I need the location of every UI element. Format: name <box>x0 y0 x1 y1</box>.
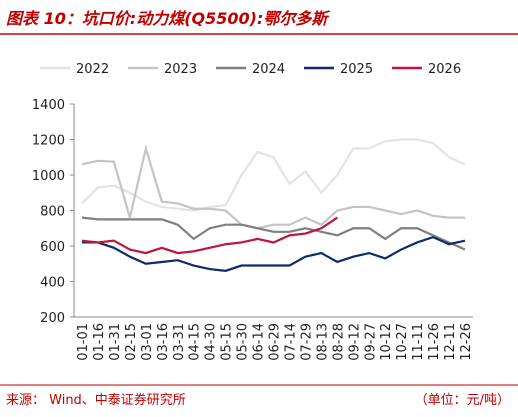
x-tick-label: 02-15 <box>124 323 139 361</box>
y-tick-label: 1000 <box>32 169 65 184</box>
x-tick-label: 03-01 <box>140 323 155 361</box>
x-tick-label: 12-11 <box>443 323 458 361</box>
series-line <box>81 138 466 212</box>
x-tick-label: 03-31 <box>172 323 187 361</box>
legend-label: 2022 <box>76 62 109 77</box>
x-tick-label: 11-11 <box>411 323 426 361</box>
x-tick-label: 04-15 <box>188 323 203 361</box>
y-tick-label: 400 <box>40 276 65 291</box>
x-tick-label: 06-29 <box>268 323 283 361</box>
x-tick-label: 05-15 <box>220 323 235 361</box>
x-tick-label: 12-26 <box>459 323 474 361</box>
x-tick-label: 10-12 <box>379 323 394 361</box>
chart-title: 图表 10：坑口价:动力煤(Q5500):鄂尔多斯 <box>6 9 330 28</box>
series-line <box>81 216 466 251</box>
legend-label: 2024 <box>252 62 285 77</box>
series-line <box>81 144 465 230</box>
legend-label: 2025 <box>340 62 373 77</box>
legend-label: 2026 <box>428 62 461 77</box>
x-tick-label: 08-28 <box>331 323 346 361</box>
source: 来源： Wind、中泰证券研究所 <box>6 392 186 408</box>
x-tick-label: 01-31 <box>108 323 123 361</box>
y-tick-label: 200 <box>40 311 65 326</box>
y-tick-label: 1200 <box>32 134 65 149</box>
x-tick-label: 03-16 <box>156 323 171 361</box>
x-tick-label: 09-12 <box>347 323 362 361</box>
x-tick-label: 08-13 <box>315 323 330 361</box>
legend-label: 2023 <box>164 62 197 77</box>
x-tick-label: 01-16 <box>92 323 107 361</box>
y-tick-label: 600 <box>40 240 65 255</box>
x-tick-label: 11-26 <box>427 323 442 361</box>
x-tick-label: 06-14 <box>252 323 267 361</box>
series-line <box>81 216 338 255</box>
x-tick-label: 05-30 <box>236 323 251 361</box>
x-tick-label: 07-14 <box>283 323 298 361</box>
y-tick-label: 800 <box>40 205 65 220</box>
x-tick-label: 10-27 <box>395 323 410 361</box>
series-line <box>82 235 466 272</box>
x-tick-label: 04-30 <box>204 323 219 361</box>
x-tick-label: 07-29 <box>299 323 314 361</box>
x-tick-label: 01-01 <box>76 323 91 361</box>
unit: （单位：元/吨） <box>415 393 510 408</box>
y-tick-label: 1400 <box>32 98 65 113</box>
x-tick-label: 09-27 <box>363 323 378 361</box>
